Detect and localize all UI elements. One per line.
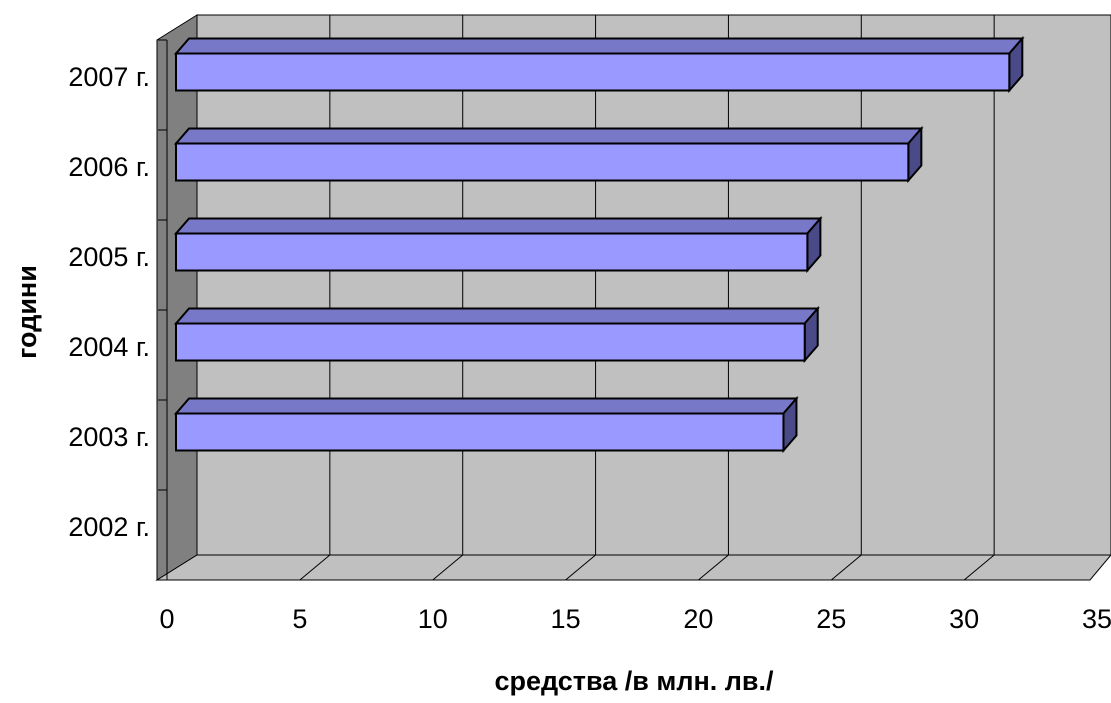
bar-top-face xyxy=(173,217,823,235)
x-axis-title: средства /в млн. лв./ xyxy=(494,666,774,696)
bar-front-face xyxy=(175,412,785,452)
x-tick-label: 0 xyxy=(159,604,174,634)
floor-gridline xyxy=(698,554,729,581)
chart-side-wall xyxy=(156,14,198,581)
bar-front-face xyxy=(175,142,910,182)
bar-top-face xyxy=(173,37,1025,55)
x-tick-label: 35 xyxy=(1082,604,1111,634)
gridlines xyxy=(299,15,995,581)
x-tick-label: 20 xyxy=(683,604,713,634)
bar xyxy=(173,125,924,184)
y-axis-ticks: 2002 г. 2003 г. 2004 г. 2005 г. 2006 г. 2007 … xyxy=(68,39,168,581)
floor-gridline xyxy=(299,554,331,581)
floor-gridline xyxy=(830,554,862,581)
y-tick-label: 2002 г. xyxy=(68,512,150,542)
floor-gridline xyxy=(565,554,596,581)
x-tick-label: 25 xyxy=(816,604,846,634)
bar-front-face xyxy=(175,322,806,362)
bar-front-face xyxy=(175,52,1011,92)
x-tick-label: 10 xyxy=(418,604,448,634)
bar xyxy=(173,305,820,364)
y-tick-label: 2004 г. xyxy=(68,332,150,362)
bar xyxy=(173,215,823,274)
bar-top-face xyxy=(173,127,924,145)
floor-gridline xyxy=(963,554,995,581)
bar-top-face xyxy=(173,397,799,415)
chart-floor xyxy=(155,554,1111,581)
y-tick-label: 2007 г. xyxy=(68,62,150,92)
bar-top-face xyxy=(173,307,820,325)
bar xyxy=(173,395,799,454)
bar-front-face xyxy=(175,232,809,272)
x-tick-label: 5 xyxy=(292,604,307,634)
bar xyxy=(173,35,1025,94)
bars xyxy=(173,35,1025,454)
y-tick-label: 2003 г. xyxy=(68,422,150,452)
x-tick-label: 30 xyxy=(949,604,979,634)
floor-gridline xyxy=(432,554,464,581)
y-tick-label: 2005 г. xyxy=(68,242,150,272)
y-tick-label: 2006 г. xyxy=(68,152,150,182)
y-axis-title: години xyxy=(12,265,42,359)
x-axis-ticks: 0 5 10 15 20 25 30 35 xyxy=(159,604,1111,634)
chart-back-wall xyxy=(196,14,1111,556)
x-tick-label: 15 xyxy=(551,604,581,634)
